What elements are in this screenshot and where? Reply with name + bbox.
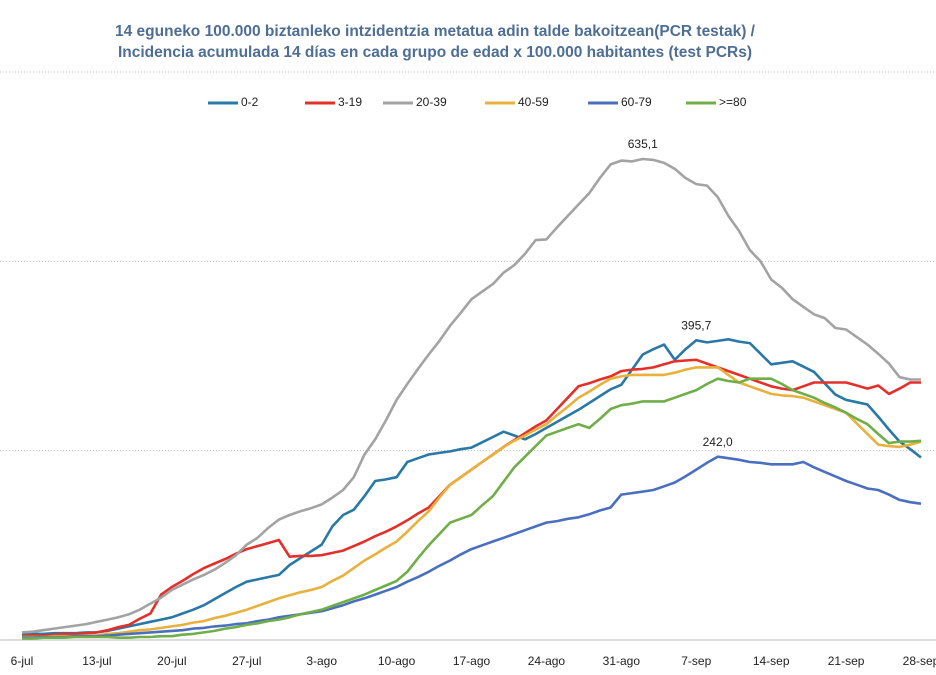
legend-label: 0-2 <box>241 95 259 109</box>
x-tick-label: 31-ago <box>603 654 641 668</box>
series-line <box>22 338 922 636</box>
chart-title: 14 eguneko 100.000 biztanleko intzidentz… <box>115 23 756 40</box>
x-tick-label: 14-sep <box>753 654 790 668</box>
legend-label: 40-59 <box>518 95 549 109</box>
x-tick-label: 7-sep <box>681 654 711 668</box>
data-label: 635,1 <box>628 137 658 151</box>
series-line <box>21 157 921 634</box>
x-tick-label: 21-sep <box>828 654 865 668</box>
x-tick-label: 17-ago <box>453 654 491 668</box>
series-line <box>21 358 921 638</box>
series-line <box>22 366 922 639</box>
x-tick-label: 3-ago <box>306 654 337 668</box>
x-tick-label: 13-jul <box>82 654 111 668</box>
x-tick-label: 20-jul <box>157 654 186 668</box>
series-line <box>22 377 922 640</box>
legend-label: 60-79 <box>621 95 652 109</box>
chart-title: Incidencia acumulada 14 días en cada gru… <box>118 44 752 61</box>
series-line <box>22 455 922 639</box>
x-tick-label: 27-jul <box>232 654 261 668</box>
data-label: 242,0 <box>703 435 733 449</box>
x-tick-label: 6-jul <box>11 654 34 668</box>
legend-label: 20-39 <box>416 95 447 109</box>
x-tick-label: 28-sep <box>903 654 936 668</box>
data-label: 395,7 <box>681 318 711 332</box>
x-tick-label: 10-ago <box>378 654 416 668</box>
legend-label: 3-19 <box>338 95 362 109</box>
x-tick-label: 24-ago <box>528 654 566 668</box>
legend-label: >=80 <box>719 95 747 109</box>
